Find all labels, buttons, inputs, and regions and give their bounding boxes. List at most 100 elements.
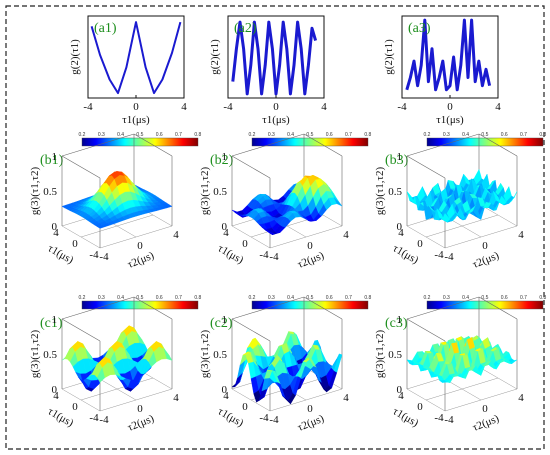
z-tick-label: 1 (222, 314, 228, 326)
t2-tick-label: -4 (269, 251, 279, 263)
panel-c1: 0.2 0.3 0.4 0.5 0.6 0.7 0.8 (c1) 0 0.5 1 g(3)(τ1,τ2… (29, 295, 201, 434)
colorbar-tick: 0.4 (462, 295, 469, 301)
panel-label: (c1) (40, 316, 63, 331)
colorbar-tick: 0.2 (424, 295, 431, 301)
colorbar-tick: 0.4 (462, 132, 469, 138)
box-edge (478, 133, 518, 157)
z-tick-label: 1 (397, 314, 403, 326)
colorbar-tick: 0.2 (249, 132, 256, 138)
colorbar-tick: 0.2 (79, 295, 86, 301)
t1-tick-label: -4 (434, 412, 444, 424)
t2-axis-label: τ2(μs) (126, 249, 156, 271)
t1-axis-label: τ1(μs) (216, 405, 246, 429)
t2-axis-label: τ2(μs) (126, 412, 156, 434)
box-edge (231, 155, 271, 179)
t1-tick-label: 4 (53, 390, 59, 402)
colorbar (251, 300, 369, 310)
x-tick-label: 0 (447, 101, 453, 113)
colorbar-tick: 0.3 (268, 295, 275, 301)
colorbar-tick: 0.8 (539, 132, 546, 138)
z-tick-label: 0 (397, 384, 403, 396)
panel-c2: 0.2 0.3 0.4 0.5 0.6 0.7 0.8 (c2) 0 0.5 1 g(3)(τ1,τ2… (199, 295, 371, 434)
surface-cell (163, 348, 173, 361)
surface (406, 168, 518, 223)
t1-tick-label: -4 (259, 412, 269, 424)
colorbar-tick: 0.6 (156, 295, 163, 301)
t1-tick-label: -4 (434, 249, 444, 261)
floor-grid (80, 214, 154, 238)
t2-axis-label: τ2(μs) (471, 249, 501, 271)
x-tick-label: 0 (133, 101, 139, 113)
z-axis-label: g(3)(τ1,τ2) (374, 330, 386, 379)
z-tick-label: 0.5 (43, 186, 57, 198)
z-axis-label: g(3)(τ1,τ2) (199, 330, 211, 379)
box-edge (406, 133, 480, 157)
t1-tick-label: 4 (223, 390, 229, 402)
z-tick-label: 1 (52, 151, 58, 163)
box-edge (478, 296, 518, 320)
z-tick-label: 1 (52, 314, 58, 326)
surface (231, 331, 343, 405)
t1-tick-label: 0 (417, 238, 423, 250)
row-3d: 0.2 0.3 0.4 0.5 0.6 0.7 0.8 (b1) 0 0.5 1 g(3)(τ1,τ2… (29, 132, 546, 434)
t2-tick-label: 0 (307, 403, 313, 415)
z-tick-label: 1 (222, 151, 228, 163)
z-tick-label: 1 (397, 151, 403, 163)
t2-tick-label: -4 (444, 251, 454, 263)
colorbar-tick: 0.5 (136, 132, 143, 138)
t2-tick-label: 4 (518, 392, 524, 404)
box-edge (61, 155, 101, 179)
colorbar-tick: 0.6 (501, 295, 508, 301)
box-edge (231, 133, 305, 157)
t2-tick-label: -4 (99, 414, 109, 426)
t1-tick-label: 0 (72, 238, 78, 250)
colorbar-tick: 0.7 (175, 295, 182, 301)
colorbar-tick: 0.7 (520, 132, 527, 138)
box-edge (231, 318, 271, 342)
surface-cell (112, 364, 122, 377)
t1-axis-label: τ1(μs) (216, 242, 246, 266)
z-tick-label: 0.5 (388, 186, 402, 198)
x-tick-label: 4 (495, 101, 501, 113)
colorbar-tick: 0.5 (306, 295, 313, 301)
surface-cell (267, 231, 276, 235)
colorbar-tick: 0.7 (345, 132, 352, 138)
t2-axis-label: τ2(μs) (471, 412, 501, 434)
surface-cell (333, 197, 343, 207)
colorbar-tick: 0.3 (443, 132, 450, 138)
t1-tick-label: 0 (72, 401, 78, 413)
colorbar (81, 300, 199, 310)
floor-grid (80, 377, 154, 401)
series-line (90, 21, 182, 95)
t1-axis-label: τ1(μs) (391, 405, 421, 429)
colorbar-tick: 0.2 (249, 295, 256, 301)
box-edge (133, 133, 173, 157)
surface-cell (333, 353, 343, 373)
panel-label: (c3) (385, 316, 408, 331)
colorbar-tick: 0.6 (326, 295, 333, 301)
t1-tick-label: -4 (259, 249, 269, 261)
box-edge (133, 296, 173, 320)
surface (61, 171, 173, 229)
t1-tick-label: 0 (417, 401, 423, 413)
panel-b2: 0.2 0.3 0.4 0.5 0.6 0.7 0.8 (b2) 0 0.5 1 g(3)(τ1,τ2… (199, 132, 371, 271)
x-tick-label: 4 (321, 101, 327, 113)
x-tick-label: -4 (223, 101, 233, 113)
surface (406, 335, 518, 383)
panel-label: (a3) (408, 21, 431, 36)
y-axis-label: g(2)(τ1) (383, 39, 395, 75)
colorbar-tick: 0.7 (520, 295, 527, 301)
box-edge (406, 296, 480, 320)
t1-tick-label: -4 (89, 412, 99, 424)
figure-frame (5, 5, 545, 450)
panel-a2: -4 0 4 (a2) τ1(μs) g(2)(τ1) (209, 15, 327, 126)
t2-axis-label: τ2(μs) (296, 249, 326, 271)
panel-label: (b3) (385, 153, 409, 168)
box-edge (61, 318, 101, 342)
t2-tick-label: 4 (518, 229, 524, 241)
t2-tick-label: 4 (343, 229, 349, 241)
colorbar-tick: 0.6 (501, 132, 508, 138)
y-axis-label: g(2)(τ1) (69, 39, 81, 75)
floor-grid (478, 366, 518, 390)
t1-tick-label: 4 (53, 227, 59, 239)
